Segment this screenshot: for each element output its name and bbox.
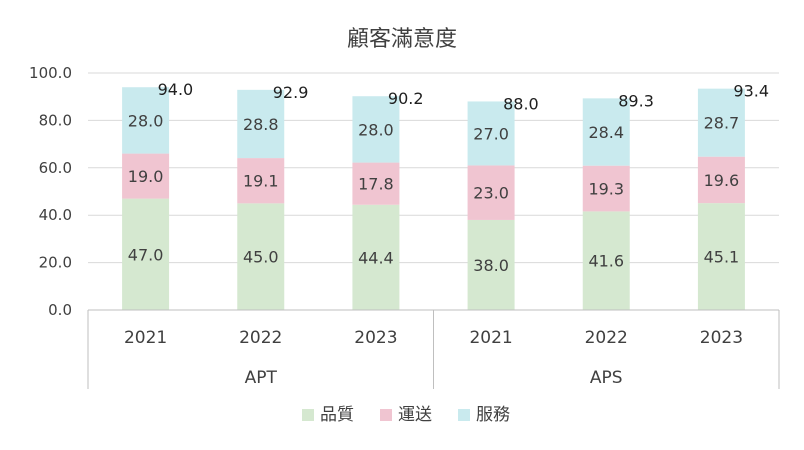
- bar-segment: [582, 165, 630, 212]
- bar-segment: [122, 153, 170, 199]
- bar-segment: [697, 88, 745, 157]
- chart-title: 顧客滿意度: [347, 27, 457, 52]
- bar-segment: [352, 162, 400, 205]
- y-tick-label: 20.0: [39, 254, 72, 272]
- x-category-label: 2023: [354, 328, 397, 348]
- data-label: 41.6: [588, 252, 624, 271]
- data-label: 28.0: [128, 111, 164, 130]
- total-label: 92.9: [273, 83, 309, 102]
- total-label: 89.3: [618, 91, 654, 110]
- bar-segment: [582, 211, 630, 310]
- bar-segment: [467, 165, 515, 220]
- legend-swatch: [380, 409, 392, 421]
- data-label: 47.0: [128, 245, 164, 264]
- total-label: 94.0: [158, 80, 194, 99]
- data-label: 28.8: [243, 115, 279, 134]
- legend-label: 運送: [398, 405, 432, 425]
- y-tick-label: 80.0: [39, 111, 72, 129]
- x-group-label: APS: [590, 368, 623, 388]
- data-label: 45.0: [243, 248, 279, 267]
- data-label: 45.1: [704, 248, 740, 267]
- y-tick-label: 0.0: [48, 301, 72, 319]
- data-label: 28.7: [704, 114, 740, 133]
- x-group-label: APT: [245, 368, 278, 388]
- bar-segment: [352, 204, 400, 310]
- x-axis: 2021 2022 2023 2021 2022 2023 APT APS: [87, 309, 780, 389]
- bar-segment: [237, 203, 285, 310]
- y-axis: 0.0 20.0 40.0 60.0 80.0 100.0: [29, 64, 72, 319]
- data-label: 28.0: [358, 120, 394, 139]
- y-tick-label: 40.0: [39, 206, 72, 224]
- data-label: 27.0: [473, 124, 509, 143]
- y-tick-label: 60.0: [39, 159, 72, 177]
- data-label: 17.8: [358, 175, 394, 194]
- x-category-label: 2022: [239, 328, 282, 348]
- gridlines: [88, 72, 779, 264]
- total-label: 90.2: [388, 89, 424, 108]
- data-label: 23.0: [473, 184, 509, 203]
- total-label: 88.0: [503, 94, 539, 113]
- bar-segment: [467, 219, 515, 310]
- y-tick-label: 100.0: [29, 64, 72, 82]
- bars: 47.0 19.0 28.0 94.0 45.0 19.1 28.8 92.9 44.4 17.8…: [122, 80, 769, 310]
- bar-segment: [122, 87, 170, 154]
- x-category-label: 2023: [700, 328, 743, 348]
- bar-segment: [237, 89, 285, 159]
- data-label: 44.4: [358, 248, 394, 267]
- data-label: 19.0: [128, 167, 164, 186]
- data-label: 19.3: [588, 180, 624, 199]
- legend-swatch: [302, 409, 314, 421]
- bar-segment: [582, 98, 630, 166]
- bar-segment: [352, 96, 400, 163]
- legend-label: 品質: [320, 405, 354, 425]
- total-label: 93.4: [733, 82, 769, 101]
- bar-segment: [697, 203, 745, 310]
- bar-segment: [122, 198, 170, 310]
- x-category-label: 2021: [469, 328, 512, 348]
- data-label: 19.1: [243, 172, 279, 191]
- legend-label: 服務: [476, 405, 510, 425]
- bar-segment: [467, 101, 515, 166]
- bar-segment: [697, 156, 745, 204]
- legend-swatch: [458, 409, 470, 421]
- x-category-label: 2022: [585, 328, 628, 348]
- legend: 品質 運送 服務: [302, 405, 510, 425]
- x-category-label: 2021: [124, 328, 167, 348]
- data-label: 38.0: [473, 256, 509, 275]
- data-label: 19.6: [704, 171, 740, 190]
- bar-segment: [237, 158, 285, 204]
- data-label: 28.4: [588, 123, 624, 142]
